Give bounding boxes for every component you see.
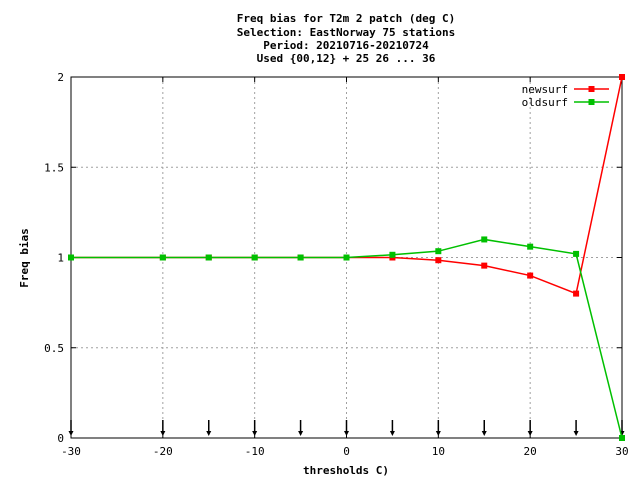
x-tick-label: 0 [343, 445, 350, 458]
legend-marker-newsurf [588, 86, 595, 92]
data-point-oldsurf [527, 243, 534, 250]
threshold-arrow-marker [160, 420, 166, 436]
y-tick-label: 0.5 [44, 342, 64, 355]
x-tick-label: -30 [61, 445, 81, 458]
legend-label-newsurf: newsurf [522, 83, 568, 96]
y-tick-label: 1 [57, 252, 64, 265]
x-tick-label: 30 [615, 445, 628, 458]
threshold-arrows [68, 420, 625, 436]
x-tick-label: 10 [432, 445, 445, 458]
data-point-oldsurf [619, 435, 625, 441]
series-line-newsurf [71, 76, 623, 295]
threshold-arrow-marker [389, 420, 395, 436]
data-point-oldsurf [297, 254, 304, 261]
title-line-4: Used {00,12} + 25 26 ... 36 [257, 52, 436, 65]
title-line-2: Selection: EastNorway 75 stations [237, 26, 456, 39]
x-tick-label: -20 [153, 445, 173, 458]
threshold-arrow-marker [344, 420, 349, 436]
threshold-arrow-marker [252, 420, 258, 436]
x-tick-label: -10 [245, 445, 265, 458]
series [68, 74, 625, 441]
y-tick-label: 1.5 [44, 161, 64, 174]
y-tick-label: 2 [57, 71, 64, 84]
title-line-1: Freq bias for T2m 2 patch (deg C) [237, 12, 456, 25]
x-axis-label: thresholds C) [303, 464, 389, 477]
data-point-oldsurf [343, 254, 350, 261]
title-line-3: Period: 20210716-20210724 [263, 39, 429, 52]
threshold-arrow-marker [68, 420, 74, 436]
data-point-newsurf [573, 290, 580, 297]
series-line-oldsurf [71, 238, 623, 439]
data-point-oldsurf [481, 236, 488, 243]
data-point-oldsurf [205, 254, 212, 261]
data-point-newsurf [619, 74, 625, 80]
y-tick-label: 0 [57, 432, 64, 445]
threshold-arrow-marker [298, 420, 304, 436]
y-axis-label: Freq bias [18, 228, 31, 288]
data-point-newsurf [481, 262, 488, 269]
data-point-newsurf [435, 257, 442, 264]
legend-label-oldsurf: oldsurf [522, 96, 568, 109]
axes: -30 -20 -10 0 10 20 30 0 0.5 1 1.5 2 [44, 71, 629, 458]
threshold-arrow-marker [435, 420, 441, 436]
threshold-arrow-marker [206, 420, 212, 436]
chart-title: Freq bias for T2m 2 patch (deg C) Select… [237, 12, 456, 65]
threshold-arrow-marker [527, 420, 533, 436]
threshold-arrow-marker [573, 420, 579, 436]
legend-marker-oldsurf [588, 99, 595, 105]
data-point-oldsurf [435, 248, 442, 255]
data-point-oldsurf [68, 254, 74, 261]
data-point-oldsurf [159, 254, 166, 261]
threshold-arrow-marker [481, 420, 487, 436]
data-point-oldsurf [573, 250, 580, 257]
data-point-newsurf [527, 272, 534, 279]
x-tick-label: 20 [524, 445, 537, 458]
data-point-oldsurf [389, 251, 396, 258]
data-point-oldsurf [251, 254, 258, 261]
